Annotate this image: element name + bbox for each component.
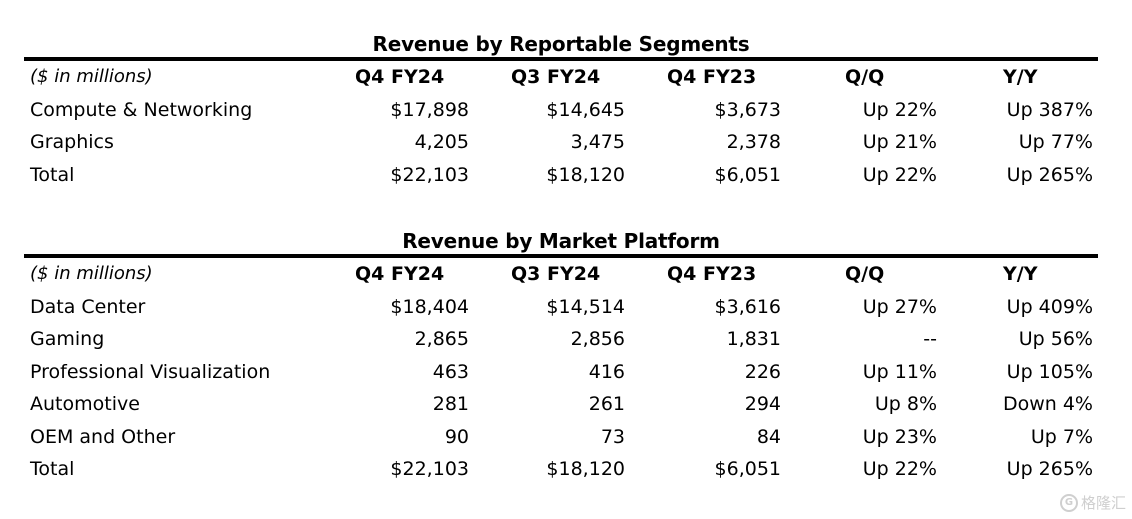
cell-q4fy24: 463 [432, 360, 469, 383]
cell-q4fy24: 2,865 [414, 328, 469, 350]
cell-qq: Up 27% [862, 295, 937, 318]
row-label: OEM and Other [30, 425, 176, 448]
table-row: Data Center $18,404 $14,514 $3,616 Up 27… [24, 291, 1098, 324]
cell-yy: Up 7% [1030, 425, 1093, 448]
cell-qq: Up 22% [862, 98, 937, 121]
platform-header-q3fy24: Q3 FY24 [511, 263, 601, 285]
cell-qq: Up 22% [862, 458, 937, 480]
cell-q3fy24: 2,856 [570, 328, 625, 350]
platform-units-label: ($ in millions) [30, 263, 153, 284]
cell-q3fy24: 73 [600, 425, 625, 448]
segments-header-yy: Y/Y [1003, 66, 1038, 88]
table-row: Professional Visualization 463 416 226 U… [24, 356, 1098, 389]
platform-title: Revenue by Market Platform [402, 229, 720, 253]
cell-yy: Up 105% [1006, 360, 1093, 383]
segments-rows: Compute & Networking $17,898 $14,645 $3,… [24, 94, 1098, 192]
row-label: Compute & Networking [30, 98, 253, 121]
table-row: Gaming 2,865 2,856 1,831 -- Up 56% [24, 323, 1098, 356]
cell-q3fy24: $14,514 [546, 295, 625, 318]
cell-q4fy23: $6,051 [714, 458, 781, 480]
platform-header-q4fy24: Q4 FY24 [355, 263, 445, 285]
cell-yy: Up 265% [1006, 163, 1093, 186]
table-row: Total $22,103 $18,120 $6,051 Up 22% Up 2… [24, 453, 1098, 486]
cell-q4fy24: $22,103 [390, 458, 469, 480]
table-row: Automotive 281 261 294 Up 8% Down 4% [24, 388, 1098, 421]
cell-yy: Down 4% [1002, 393, 1093, 415]
row-label: Total [30, 163, 75, 186]
platform-header-q4fy23: Q4 FY23 [667, 263, 757, 285]
cell-q4fy24: 90 [444, 425, 469, 448]
platform-rows: Data Center $18,404 $14,514 $3,616 Up 27… [24, 291, 1098, 486]
cell-q4fy23: 294 [744, 393, 781, 415]
cell-q4fy24: $18,404 [390, 295, 469, 318]
cell-qq: Up 21% [862, 131, 937, 153]
segments-header-q4fy23: Q4 FY23 [667, 66, 757, 88]
row-label: Total [30, 458, 75, 480]
cell-qq: Up 23% [862, 425, 937, 448]
row-label: Automotive [30, 393, 140, 415]
row-label: Data Center [30, 295, 146, 318]
row-label: Gaming [30, 328, 105, 350]
table-row: Compute & Networking $17,898 $14,645 $3,… [24, 94, 1098, 127]
platform-header-row: ($ in millions) Q4 FY24 Q3 FY24 Q4 FY23 … [24, 258, 1098, 291]
table-row: Graphics 4,205 3,475 2,378 Up 21% Up 77% [24, 126, 1098, 159]
segments-title-rule [24, 57, 1098, 61]
cell-q3fy24: 416 [588, 360, 625, 383]
table-row: OEM and Other 90 73 84 Up 23% Up 7% [24, 421, 1098, 454]
cell-yy: Up 56% [1018, 328, 1093, 350]
cell-yy: Up 77% [1018, 131, 1093, 153]
row-label: Graphics [30, 131, 114, 153]
table-row: Total $22,103 $18,120 $6,051 Up 22% Up 2… [24, 159, 1098, 192]
segments-header-row: ($ in millions) Q4 FY24 Q3 FY24 Q4 FY23 … [24, 61, 1098, 94]
cell-q4fy24: 4,205 [414, 131, 469, 153]
cell-q3fy24: 3,475 [570, 131, 625, 153]
segments-units-label: ($ in millions) [30, 66, 153, 87]
cell-q4fy24: $17,898 [390, 98, 469, 121]
platform-title-rule [24, 254, 1098, 258]
cell-qq: Up 8% [874, 393, 937, 415]
segments-header-q4fy24: Q4 FY24 [355, 66, 445, 88]
cell-q3fy24: $18,120 [546, 458, 625, 480]
watermark: G 格隆汇 [1059, 492, 1126, 513]
watermark-logo-icon: G [1059, 493, 1078, 512]
cell-q4fy23: $3,616 [714, 295, 781, 318]
cell-q4fy23: 1,831 [726, 328, 781, 350]
cell-q4fy23: 2,378 [726, 131, 781, 153]
cell-yy: Up 265% [1006, 458, 1093, 480]
cell-q4fy23: $6,051 [714, 163, 781, 186]
cell-q3fy24: $14,645 [546, 98, 625, 121]
segments-title: Revenue by Reportable Segments [372, 32, 750, 56]
cell-yy: Up 387% [1006, 98, 1093, 121]
segments-header-q3fy24: Q3 FY24 [511, 66, 601, 88]
cell-qq: Up 22% [862, 163, 937, 186]
segments-header-qq: Q/Q [845, 66, 885, 88]
cell-q4fy23: 84 [756, 425, 781, 448]
cell-q4fy24: $22,103 [390, 163, 469, 186]
platform-header-yy: Y/Y [1003, 263, 1038, 285]
segments-table: Revenue by Reportable Segments ($ in mil… [24, 31, 1098, 191]
cell-q4fy23: 226 [744, 360, 781, 383]
row-label: Professional Visualization [30, 360, 271, 383]
cell-q3fy24: $18,120 [546, 163, 625, 186]
cell-yy: Up 409% [1006, 295, 1093, 318]
platform-header-qq: Q/Q [845, 263, 885, 285]
cell-qq: -- [923, 328, 937, 350]
cell-qq: Up 11% [862, 360, 937, 383]
cell-q3fy24: 261 [588, 393, 625, 415]
cell-q4fy24: 281 [432, 393, 469, 415]
watermark-text: 格隆汇 [1080, 494, 1126, 512]
platform-table: Revenue by Market Platform ($ in million… [24, 228, 1098, 486]
cell-q4fy23: $3,673 [714, 98, 781, 121]
